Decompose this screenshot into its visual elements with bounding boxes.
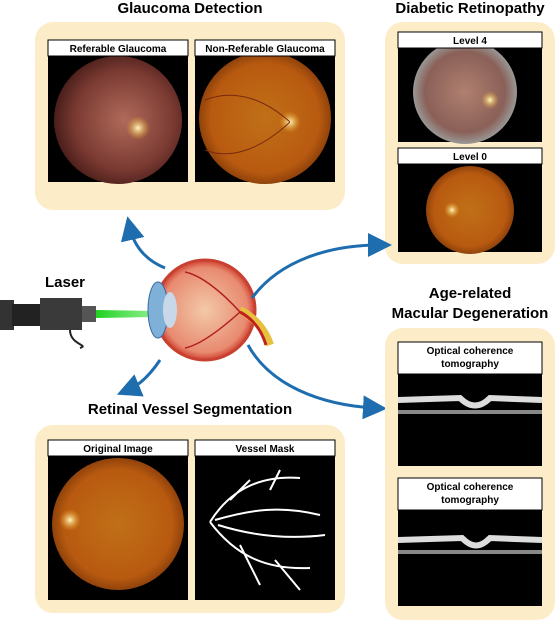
panel-title: Macular Degeneration <box>392 305 549 322</box>
panel-title: Glaucoma Detection <box>117 0 262 17</box>
image: Level 4 <box>397 31 543 144</box>
image: Level 0 <box>397 147 543 254</box>
panel-title: Diabetic Retinopathy <box>395 0 545 17</box>
image-label: Optical coherence <box>427 346 514 357</box>
image: Optical coherence tomography <box>397 341 543 466</box>
image-label: tomography <box>441 495 499 506</box>
image-label: Referable Glaucoma <box>70 44 167 55</box>
image-label: Optical coherence <box>427 482 514 493</box>
image: Optical coherence tomography <box>397 477 543 606</box>
eye <box>147 258 274 362</box>
image-label: tomography <box>441 359 499 370</box>
image: Non-Referable Glaucoma <box>194 39 336 184</box>
panel-title: Retinal Vessel Segmentation <box>88 401 292 418</box>
image: Vessel Mask <box>194 439 336 600</box>
image-label: Non-Referable Glaucoma <box>205 44 325 55</box>
arrow <box>250 233 392 299</box>
image: Referable Glaucoma <box>47 39 189 184</box>
image-label: Level 4 <box>453 36 487 47</box>
arrow <box>246 344 387 420</box>
image-label: Original Image <box>83 444 153 455</box>
arrow <box>120 216 166 270</box>
image-label: Level 0 <box>453 152 487 163</box>
laser-label: Laser <box>45 274 85 291</box>
image: Original Image <box>47 439 189 600</box>
panel-title: Age-related <box>429 285 512 302</box>
arrow <box>116 359 162 397</box>
image-label: Vessel Mask <box>236 444 295 455</box>
